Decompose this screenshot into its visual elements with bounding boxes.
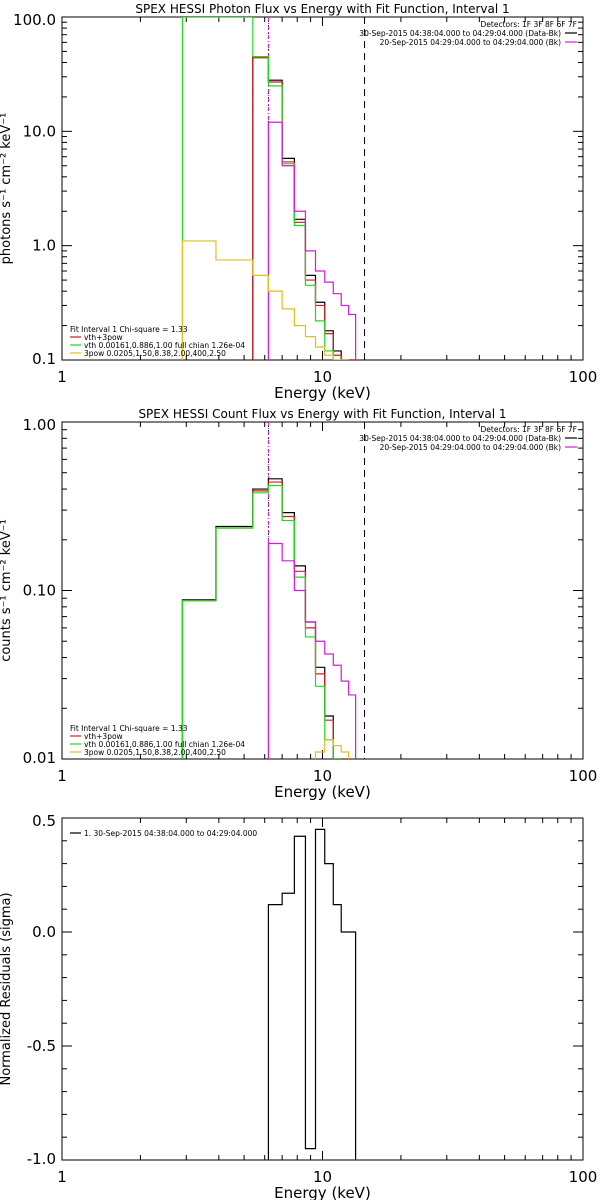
series-red-histogram xyxy=(252,57,356,360)
plot-area xyxy=(267,828,357,1160)
y-axis-label: photons s⁻¹ cm⁻² keV⁻¹ xyxy=(0,113,14,265)
detector-annotation: 30-Sep-2015 04:38:04.000 to 04:29:04.000… xyxy=(359,434,561,443)
series-black-histogram xyxy=(181,478,349,759)
plot-area xyxy=(181,422,366,759)
y-tick-label: 10.0 xyxy=(23,122,56,140)
plot-frame xyxy=(61,817,584,1161)
legend-entry: vth 0.00161,0.886,1.00 full chian 1.26e-… xyxy=(84,341,245,350)
detector-annotation: 20-Sep-2015 04:29:04.000 to 04:29:04.000… xyxy=(380,443,561,452)
series-green-histogram xyxy=(181,17,342,360)
chart-residual: 1 10 100 -1.0 -0.5 0.0 0.5 Energy (keV) Normaliz… xyxy=(0,812,597,1200)
legend-entry: 1. 30-Sep-2015 04:38:04.000 to 04:29:04.… xyxy=(84,829,257,838)
series-red-histogram xyxy=(181,481,349,759)
chart-title: SPEX HESSI Count Flux vs Energy with Fit… xyxy=(138,407,506,421)
detector-annotation: Detectors: 1F 3F 8F 6F 7F xyxy=(481,20,577,29)
series-magenta-histogram xyxy=(267,121,357,360)
x-tick-label: 100 xyxy=(569,1168,598,1186)
x-tick-label: 10 xyxy=(313,1168,332,1186)
legend-entry: 3pow 0.0205,1.50,8.38,2.00,400,2.50 xyxy=(84,748,226,757)
series-black-histogram xyxy=(252,56,356,360)
detector-annotation: 20-Sep-2015 04:29:04.000 to 04:29:04.000… xyxy=(380,38,561,47)
x-axis-label: Energy (keV) xyxy=(274,783,371,801)
x-axis-label: Energy (keV) xyxy=(274,1184,371,1200)
series-yellow-histogram xyxy=(181,240,349,360)
x-tick-label: 10 xyxy=(313,767,332,785)
series-yellow-histogram xyxy=(314,739,350,759)
chart-title: SPEX HESSI Photon Flux vs Energy with Fi… xyxy=(135,2,509,16)
chart-count: 1 10 100 0.01 0.10 1.00 SPEX HESSI Count Flux … xyxy=(0,407,597,801)
x-tick-label: 1 xyxy=(57,767,67,785)
y-tick-label: 0.5 xyxy=(32,812,56,830)
legend-entry: vth 0.00161,0.886,1.00 full chian 1.26e-… xyxy=(84,740,245,749)
y-axis-label: Normalized Residuals (sigma) xyxy=(0,892,14,1085)
x-tick-label: 100 xyxy=(569,767,598,785)
series-black-histogram xyxy=(267,828,357,1160)
x-axis-label: Energy (keV) xyxy=(274,384,371,402)
chart-photon: 1 10 100 0.1 1.0 10.0 100.0 SPEX HESSI Photon F… xyxy=(0,2,597,402)
legend-entry: Fit Interval 1 Chi-square = 1.33 xyxy=(70,325,188,334)
y-tick-label: 1.00 xyxy=(23,416,56,434)
legend-entry: vth+3pow xyxy=(84,732,123,741)
legend-entry: vth+3pow xyxy=(84,333,123,342)
y-tick-label: 100.0 xyxy=(13,11,56,29)
x-tick-label: 100 xyxy=(569,368,598,386)
legend-entry: 3pow 0.0205,1.50,8.38,2.00,400,2.50 xyxy=(84,349,226,358)
x-tick-label: 10 xyxy=(313,368,332,386)
y-tick-label: 0.10 xyxy=(23,582,56,600)
plot-frame xyxy=(61,16,584,361)
y-tick-label: -0.5 xyxy=(27,1037,56,1055)
plot-area xyxy=(181,17,366,360)
series-magenta-histogram xyxy=(267,542,357,759)
y-tick-label: 0.01 xyxy=(23,749,56,767)
y-tick-label: -1.0 xyxy=(27,1150,56,1168)
detector-annotation: 30-Sep-2015 04:38:04.000 to 04:29:04.000… xyxy=(359,29,561,38)
detector-annotation: Detectors: 1F 3F 8F 6F 7F xyxy=(481,425,577,434)
plot-frame xyxy=(61,421,584,760)
y-tick-label: 0.1 xyxy=(32,350,56,368)
x-tick-label: 1 xyxy=(57,368,67,386)
x-tick-label: 1 xyxy=(57,1168,67,1186)
y-axis-label: counts s⁻¹ cm⁻² keV⁻¹ xyxy=(0,519,14,662)
series-green-histogram xyxy=(181,484,342,759)
legend-entry: Fit Interval 1 Chi-square = 1.33 xyxy=(70,724,188,733)
y-tick-label: 0.0 xyxy=(32,923,56,941)
y-tick-label: 1.0 xyxy=(32,237,56,255)
